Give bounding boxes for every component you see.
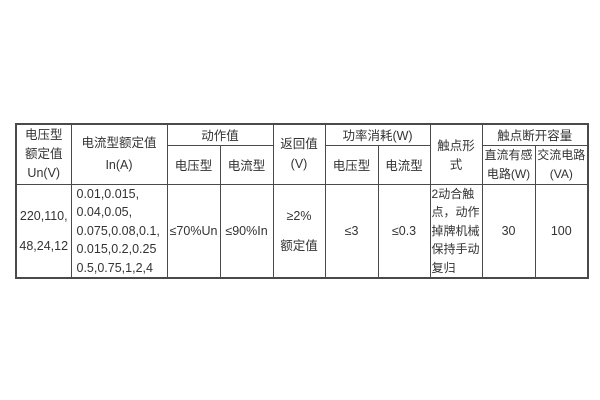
cell-voltage-rated-value: 220,110, 48,24,12 xyxy=(15,183,72,279)
cell-power-voltage-type: ≤3 xyxy=(324,183,379,279)
cell-return-value: ≥2% 额定值 xyxy=(272,183,326,279)
cell-contact-form: 2动合触 点，动作 掉牌机械 保持手动 复归 xyxy=(429,183,483,279)
header-row-2: 电压型 电流型 电压型 电流型 直流有感 电路(W) 交流电路 (VA) xyxy=(16,144,589,185)
header-power-consumption-group: 功率消耗(W) xyxy=(324,123,431,146)
header-return-value: 返回值 (V) xyxy=(272,123,326,185)
spec-table: 电压型 额定值 Un(V) 电流型额定值 In(A) 动作值 返回值 (V) 功… xyxy=(15,123,590,279)
header-breaking-ac-circuit: 交流电路 (VA) xyxy=(534,144,589,185)
header-current-rated-value: 电流型额定值 In(A) xyxy=(70,123,168,185)
header-contact-breaking-capacity-group: 触点断开容量 xyxy=(481,123,589,146)
header-row-1: 电压型 额定值 Un(V) 电流型额定值 In(A) 动作值 返回值 (V) 功… xyxy=(15,123,589,185)
data-row: 220,110, 48,24,12 0.01,0.015, 0.04,0.05,… xyxy=(15,183,589,279)
cell-action-current-type: ≤90%In xyxy=(219,183,274,279)
cell-action-voltage-type: ≤70%Un xyxy=(166,183,221,279)
cell-breaking-ac-value: 100 xyxy=(534,183,589,279)
cell-current-rated-value: 0.01,0.015, 0.04,0.05, 0.075,0.08,0.1, 0… xyxy=(70,183,168,279)
header-action-voltage-type: 电压型 xyxy=(166,144,221,185)
header-breaking-dc-circuit: 直流有感 电路(W) xyxy=(481,144,536,185)
header-voltage-rated-value: 电压型 额定值 Un(V) xyxy=(15,123,72,185)
cell-breaking-dc-value: 30 xyxy=(481,183,536,279)
header-power-voltage-type: 电压型 xyxy=(324,144,379,185)
cell-power-current-type: ≤0.3 xyxy=(377,183,431,279)
header-contact-form: 触点形式 xyxy=(429,123,483,185)
header-action-value-group: 动作值 xyxy=(166,123,274,146)
header-action-current-type: 电流型 xyxy=(219,144,274,185)
header-power-current-type: 电流型 xyxy=(377,144,431,185)
